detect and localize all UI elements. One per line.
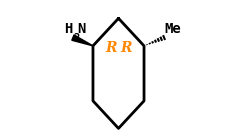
Text: H: H [64,22,72,36]
Text: Me: Me [165,22,182,36]
Text: R: R [120,42,132,55]
Text: R: R [105,42,117,55]
Text: 2: 2 [73,34,79,43]
Polygon shape [72,35,93,46]
Text: N: N [77,22,86,36]
